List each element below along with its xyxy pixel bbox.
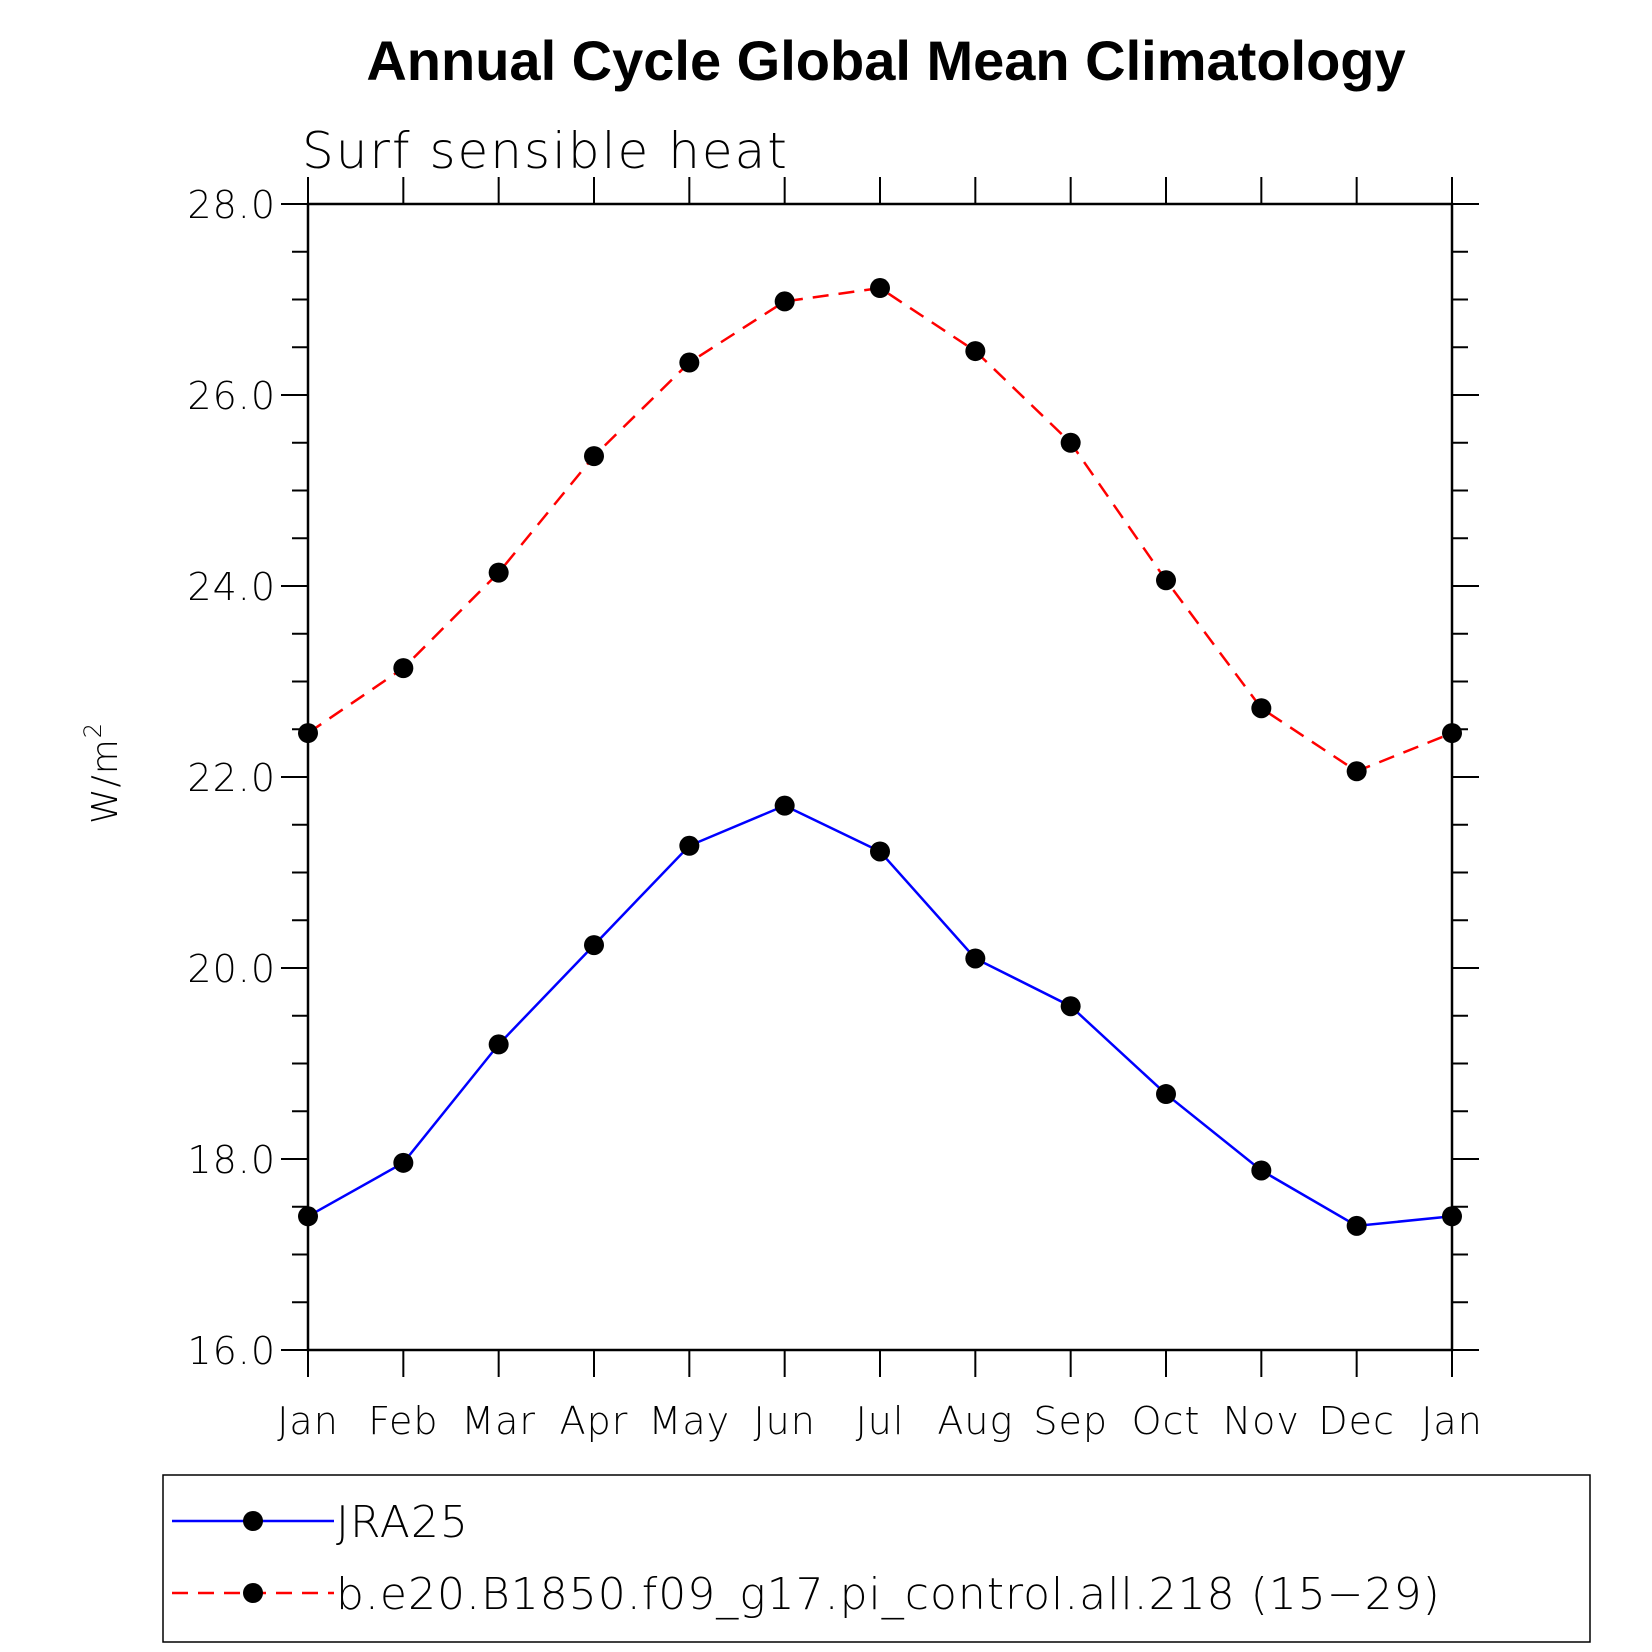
data-point [1251, 698, 1272, 719]
x-tick-label: Dec [1318, 1399, 1395, 1443]
data-point [774, 795, 795, 816]
x-tick-label: Mar [461, 1399, 536, 1443]
x-tick-label: Aug [937, 1399, 1013, 1443]
x-tick-label: Feb [368, 1399, 438, 1443]
y-tick-label: 24.0 [187, 565, 276, 609]
chart-subtitle: Surf sensible heat [302, 122, 789, 180]
series-layer [298, 278, 1462, 1236]
x-tick-label: Oct [1132, 1399, 1201, 1443]
y-axis-ticks: 16.0 18.0 20.0 22.0 24.0 26.0 28.0 [187, 183, 1479, 1373]
y-tick-label: 28.0 [187, 183, 276, 227]
data-point [393, 1152, 414, 1173]
data-point [488, 562, 509, 583]
plot-frame [306, 202, 1454, 1352]
x-tick-label: Jan [277, 1399, 339, 1443]
data-point [393, 658, 414, 679]
data-point [1060, 996, 1081, 1017]
legend-marker-2 [243, 1583, 263, 1603]
series-2 [298, 278, 1462, 782]
chart-title: Annual Cycle Global Mean Climatology [366, 29, 1405, 92]
data-point [774, 291, 795, 312]
x-tick-label: Jul [856, 1399, 905, 1443]
x-tick-label: Sep [1033, 1399, 1108, 1443]
data-point [965, 341, 986, 362]
legend: JRA25 b.e20.B1850.f09_g17.pi_control.all… [162, 1474, 1591, 1643]
legend-marker-1 [243, 1511, 263, 1531]
data-point [965, 948, 986, 969]
data-point [870, 841, 890, 862]
data-point [679, 835, 700, 856]
x-tick-label: Jan [1421, 1399, 1483, 1443]
data-point [1442, 723, 1462, 744]
series-line-1 [307, 804, 1453, 1228]
data-point [584, 446, 604, 467]
y-tick-label: 18.0 [187, 1138, 276, 1182]
data-point [1156, 1084, 1176, 1105]
x-axis-ticks: Jan Feb Mar Apr May Jun Jul Aug Sep Oct Nov Dec Jan [277, 177, 1483, 1443]
x-tick-label: Jun [753, 1399, 815, 1443]
x-tick-label: Nov [1223, 1399, 1300, 1443]
y-tick-label: 20.0 [187, 947, 276, 991]
data-point [488, 1034, 509, 1055]
data-point [1442, 1206, 1462, 1227]
data-point [298, 1206, 318, 1227]
data-point [679, 352, 700, 373]
x-tick-label: Apr [560, 1399, 629, 1443]
y-tick-label: 22.0 [187, 756, 276, 800]
series-line-2 [307, 286, 1453, 773]
legend-label-2: b.e20.B1850.f09_g17.pi_control.all.218 (… [336, 1569, 1441, 1620]
y-axis-label: W/m2 [79, 722, 126, 824]
data-point [1156, 570, 1176, 591]
data-point [298, 723, 318, 744]
data-point [1346, 761, 1367, 782]
data-point [1346, 1215, 1367, 1236]
y-tick-label: 16.0 [187, 1329, 276, 1373]
y-axis-label-text: W/m [85, 738, 126, 824]
x-tick-label: May [649, 1399, 731, 1443]
data-point [584, 935, 604, 956]
y-axis-label-exponent: 2 [79, 722, 107, 738]
series-1 [298, 795, 1462, 1236]
data-point [1060, 432, 1081, 453]
svg-text:W/m2: W/m2 [79, 722, 126, 824]
legend-box [162, 1474, 1591, 1643]
plot-border [306, 202, 1454, 1352]
data-point [870, 278, 890, 299]
legend-label-1: JRA25 [336, 1497, 469, 1548]
y-tick-label: 26.0 [187, 374, 276, 418]
data-point [1251, 1160, 1272, 1181]
legend-items [172, 1511, 334, 1603]
